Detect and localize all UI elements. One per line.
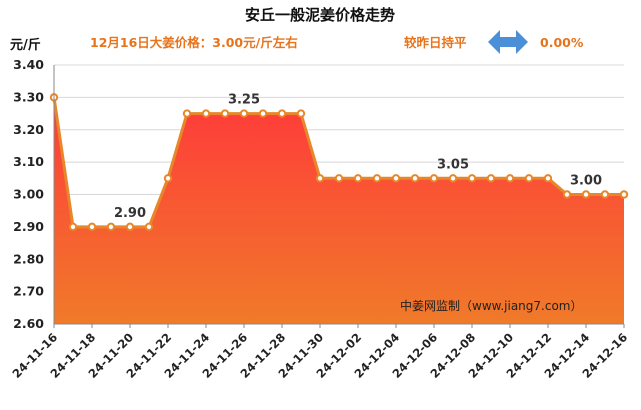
- y-tick-label: 2.70: [13, 284, 44, 299]
- data-point: [543, 174, 553, 183]
- price-note: 12月16日大姜价格：3.00元/斤左右: [90, 35, 298, 50]
- data-point: [562, 190, 572, 199]
- y-tick-label: 2.60: [13, 316, 44, 331]
- chart-title: 安丘一般泥姜价格走势: [245, 6, 395, 24]
- data-point: [391, 174, 401, 183]
- data-point: [163, 174, 173, 183]
- data-point: [353, 174, 363, 183]
- data-point: [372, 174, 382, 183]
- data-point: [467, 174, 477, 183]
- price-area: [54, 97, 624, 325]
- data-point: [315, 174, 325, 183]
- data-point: [182, 109, 192, 118]
- data-point: [144, 222, 154, 232]
- data-point: [334, 174, 344, 183]
- data-point: [220, 109, 230, 118]
- data-point: [87, 222, 97, 232]
- data-point: [524, 174, 534, 183]
- data-point: [505, 174, 515, 183]
- data-point: [258, 109, 268, 118]
- data-point: [600, 190, 610, 199]
- y-tick-label: 3.20: [13, 122, 44, 137]
- data-point: [429, 174, 439, 183]
- data-point: [486, 174, 496, 183]
- y-axis: 2.60 2.70 2.80 2.90 3.00 3.10 3.20 3.30 3.40: [13, 57, 44, 331]
- y-tick-label: 2.80: [13, 251, 44, 266]
- data-label: 3.00: [570, 174, 602, 189]
- data-point: [106, 222, 116, 232]
- y-tick-label: 3.40: [13, 57, 44, 72]
- data-point: [125, 222, 135, 232]
- data-point: [581, 190, 591, 199]
- data-point: [410, 174, 420, 183]
- change-percent: 0.00%: [540, 35, 584, 50]
- data-point: [68, 222, 78, 232]
- data-point: [201, 109, 211, 118]
- y-tick-label: 3.10: [13, 154, 44, 169]
- data-labels: 2.90 3.25 3.05 3.00: [114, 93, 602, 221]
- data-point: [277, 109, 287, 118]
- data-point: [448, 174, 458, 183]
- data-label: 2.90: [114, 206, 146, 221]
- y-tick-label: 3.00: [13, 187, 44, 202]
- data-points: [49, 93, 629, 232]
- y-axis-label: 元/斤: [10, 37, 41, 53]
- x-axis: 24-11-1624-11-1824-11-2024-11-2224-11-24…: [10, 324, 630, 381]
- data-point: [239, 109, 249, 118]
- watermark: 中姜网监制（www.jiang7.com）: [400, 298, 582, 313]
- double-arrow-icon: [488, 30, 528, 54]
- data-label: 3.25: [228, 93, 260, 108]
- data-point: [296, 109, 306, 118]
- y-tick-label: 2.90: [13, 219, 44, 234]
- data-point: [619, 190, 629, 199]
- data-label: 3.05: [437, 157, 469, 172]
- y-tick-label: 3.30: [13, 89, 44, 104]
- compare-label: 较昨日持平: [404, 35, 467, 50]
